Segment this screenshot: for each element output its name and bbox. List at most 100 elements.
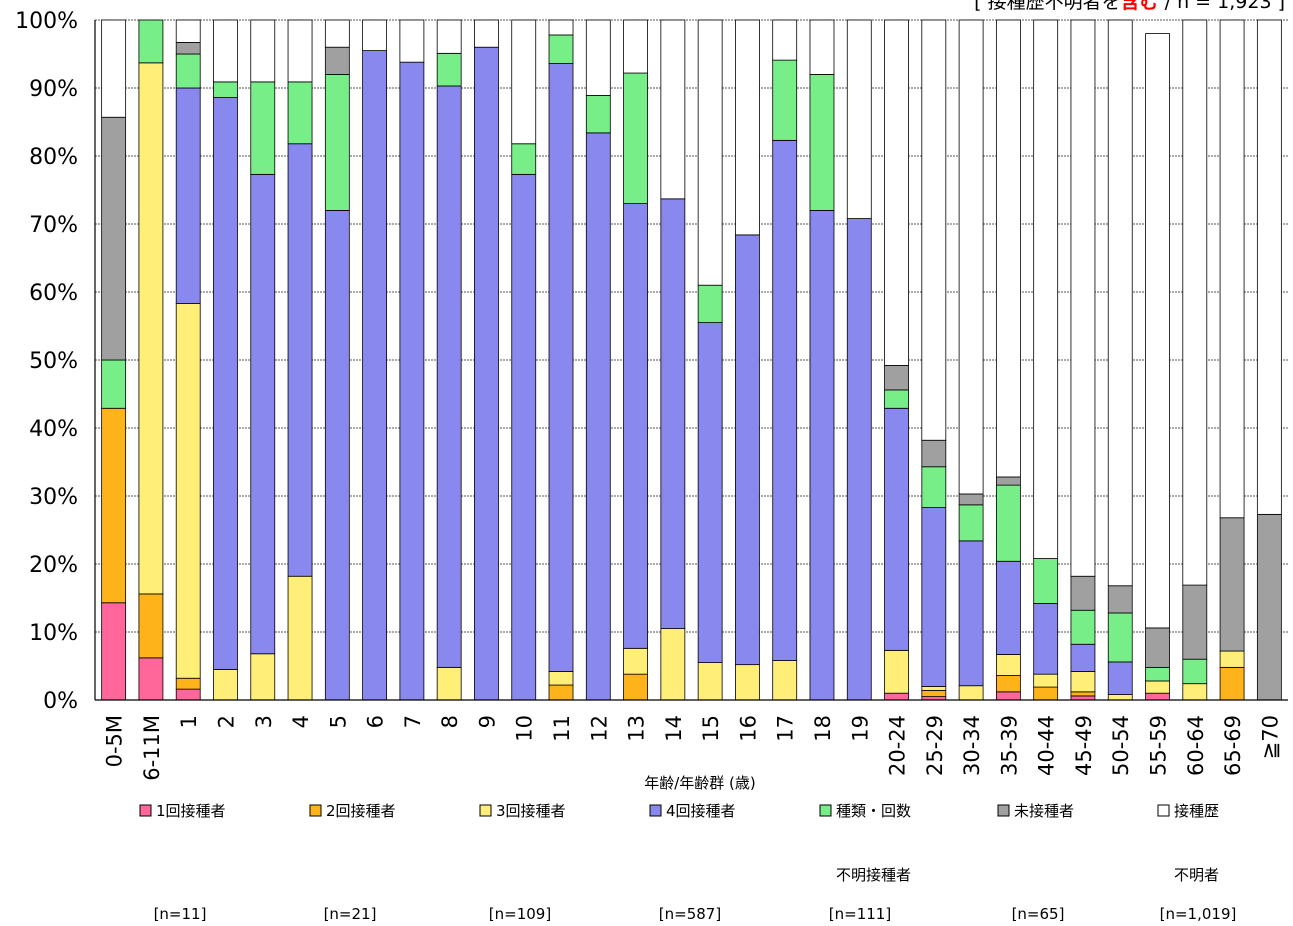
bar-segment — [138, 19, 164, 64]
y-tick-label: 20% — [29, 553, 78, 578]
x-axis-title: 年齢/年齢群 (歳) — [644, 774, 756, 792]
legend-swatch — [649, 804, 662, 817]
bar-segment — [884, 692, 909, 701]
x-tick-label: 60-64 — [1184, 715, 1208, 776]
bar-segment — [399, 19, 425, 63]
bar-segment — [436, 85, 462, 668]
bar-segment — [250, 81, 276, 175]
chart-note-suffix: / n = 1,923 ] — [1159, 0, 1285, 13]
x-tick-label: 35-39 — [997, 715, 1021, 776]
y-tick-label: 70% — [29, 213, 78, 238]
bar-segment — [175, 42, 201, 55]
x-tick-label: 6-11M — [140, 715, 164, 781]
legend-label: 3回接種者 — [496, 802, 566, 820]
bar-segment — [1107, 19, 1133, 587]
bar-segment — [362, 19, 388, 52]
x-tick-label: 14 — [662, 715, 686, 742]
bar-segment — [1256, 513, 1282, 701]
bar-segment — [175, 688, 201, 701]
bar-segment — [660, 198, 686, 630]
bar-segment — [772, 139, 798, 661]
legend-n-count: [n=1,019] — [1160, 905, 1237, 923]
bar-segment — [995, 19, 1021, 478]
bar-segment — [1033, 686, 1059, 701]
bar-segment — [548, 19, 574, 36]
bar-segment — [1219, 650, 1245, 668]
x-tick-label: 17 — [774, 715, 798, 742]
bar-segment — [623, 647, 648, 675]
bar-segment — [623, 673, 648, 701]
bar-segment — [138, 593, 164, 659]
bar-segment — [362, 50, 388, 701]
bar-segment — [213, 81, 238, 98]
legend-swatch — [997, 804, 1010, 817]
y-tick-label: 30% — [29, 485, 78, 510]
legend-label: 4回接種者 — [666, 802, 736, 820]
bar-segment — [287, 575, 313, 701]
bar-segment — [138, 62, 164, 595]
bar-segment — [735, 19, 760, 236]
legend-n-count: [n=65] — [1012, 905, 1065, 923]
bar-segment — [175, 303, 201, 679]
y-tick-label: 0% — [43, 689, 78, 714]
bar-segment — [175, 677, 201, 690]
bar-segment — [697, 19, 723, 286]
legend-label: 接種歴 — [1174, 802, 1219, 820]
legend-swatch — [309, 804, 322, 817]
bar-segment — [884, 389, 909, 409]
bar-segment — [287, 19, 313, 83]
legend-n-count: [n=111] — [829, 905, 891, 923]
bar-segment — [548, 671, 574, 686]
bar-segment — [735, 664, 760, 701]
y-tick-label: 10% — [29, 621, 78, 646]
bar-segment — [884, 649, 909, 694]
bar-segment — [1070, 695, 1096, 701]
bar-segment — [846, 218, 872, 701]
bar-segment — [1070, 575, 1096, 611]
bar-segment — [921, 507, 947, 687]
legend-n-count: [n=11] — [154, 905, 207, 923]
x-tick-label: ≧70 — [1258, 715, 1282, 759]
x-tick-label: 50-54 — [1109, 715, 1133, 776]
bar-segment — [697, 662, 723, 701]
bar-segment — [474, 19, 499, 48]
bar-segment — [474, 46, 499, 701]
bar-segment — [175, 87, 201, 304]
legend: 1回接種者 [n=11] 2回接種者 [n=21] 3回接種者 [n=109] 4回接種者 [… — [139, 802, 1237, 923]
bar-segment — [1033, 603, 1059, 675]
bar-segment — [1070, 643, 1096, 672]
y-tick-labels: 0% 10% 20% 30% 40% 50% 60% 70% 80% 90% 100% — [15, 9, 78, 714]
x-tick-label: 6 — [364, 715, 388, 728]
bar-segment — [772, 660, 798, 701]
bar-segment — [175, 53, 201, 89]
bar-segment — [958, 493, 984, 506]
y-tick-label: 40% — [29, 417, 78, 442]
x-tick-label: 4 — [289, 715, 313, 728]
axes — [94, 20, 1288, 701]
y-tick-label: 60% — [29, 281, 78, 306]
legend-label: 種類・回数 — [836, 802, 911, 820]
bar-segment — [1033, 19, 1059, 559]
bar-segment — [511, 173, 537, 701]
bar-segment — [995, 560, 1021, 655]
bar-segment — [101, 359, 127, 409]
x-tick-label: 16 — [736, 715, 760, 742]
bar-segment — [958, 504, 984, 542]
bar-segment — [884, 365, 909, 391]
bar-segment — [250, 653, 276, 701]
bar-segment — [287, 143, 313, 577]
bar-segment — [660, 19, 686, 200]
bar-segment — [1107, 661, 1133, 695]
bar-segment — [138, 657, 164, 701]
bar-segment — [511, 143, 537, 175]
bar-segment — [436, 666, 462, 701]
bar-segment — [958, 19, 984, 495]
x-tick-label: 10 — [513, 715, 537, 742]
y-tick-label: 80% — [29, 145, 78, 170]
bar-segment — [995, 484, 1021, 562]
legend-n-count: [n=587] — [659, 905, 721, 923]
bar-segment — [101, 116, 127, 361]
bar-segment — [324, 209, 350, 701]
bar-segment — [884, 407, 909, 651]
bar-segment — [921, 686, 947, 691]
